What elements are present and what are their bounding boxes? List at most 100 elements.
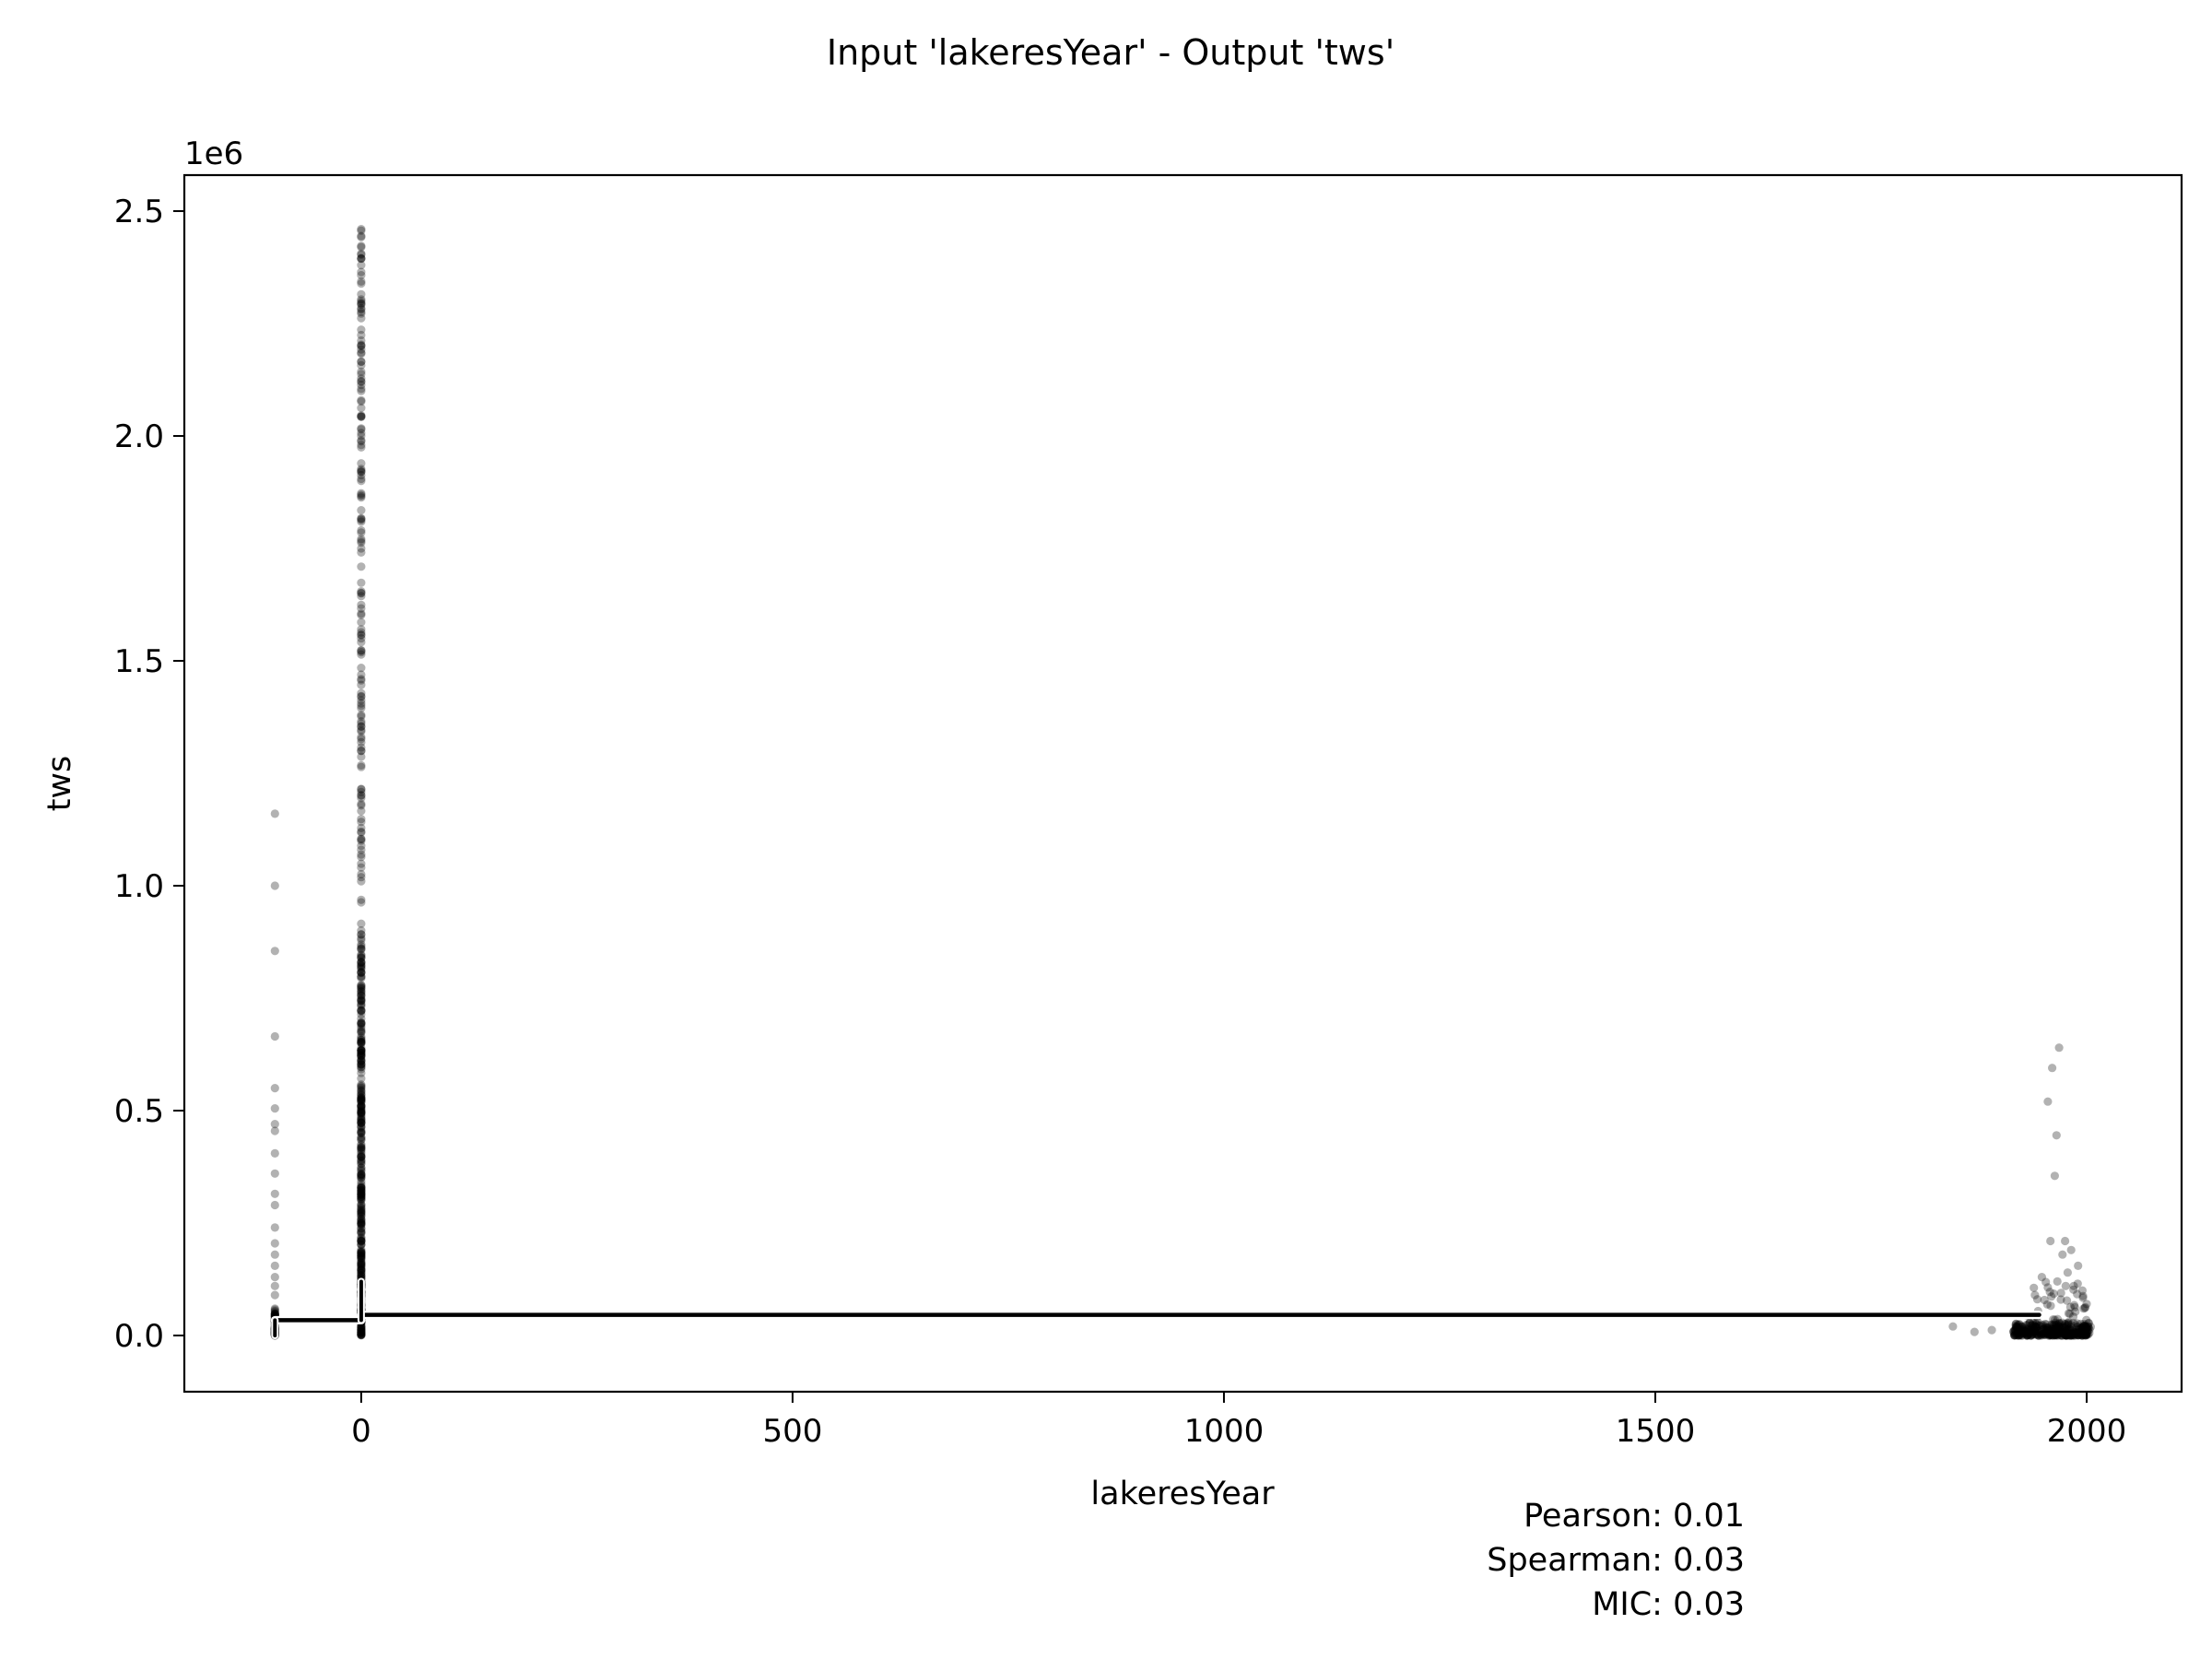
data-point [2045,1288,2054,1297]
data-point [357,1265,366,1275]
data-point [2053,1331,2063,1340]
data-point [2030,1322,2041,1332]
data-point [2081,1324,2090,1334]
data-point [357,968,366,977]
data-point [2016,1326,2025,1335]
data-point [2025,1318,2034,1327]
data-point [2078,1329,2088,1338]
data-point [357,972,366,982]
data-point [2030,1325,2039,1335]
data-point [357,1218,366,1228]
data-point [2062,1330,2071,1339]
data-point [2055,1327,2065,1336]
data-point [357,1157,366,1166]
data-point [357,1111,366,1121]
data-point [357,1331,366,1340]
data-point [357,425,366,434]
data-point [2083,1325,2092,1335]
data-point [357,1048,366,1057]
data-point [2014,1324,2023,1334]
data-point [357,367,366,376]
data-point [2042,1324,2052,1333]
data-point [357,1173,366,1182]
data-point [2080,1331,2089,1340]
data-point [357,1037,366,1046]
data-point [357,289,366,299]
data-point [357,1171,366,1181]
data-point [357,341,366,350]
data-point [357,1260,366,1269]
data-point [357,1324,366,1333]
data-point [357,477,366,486]
data-point [2031,1324,2041,1333]
data-point [357,630,366,640]
data-point [2041,1323,2051,1332]
data-point [357,1236,366,1245]
data-point [357,963,366,972]
data-point [357,397,366,406]
data-point [2061,1324,2070,1334]
data-point [357,1206,366,1215]
data-point [2069,1285,2078,1294]
data-point [357,1171,366,1180]
data-point [2074,1328,2084,1337]
data-point [357,1141,366,1150]
data-point [2052,1330,2061,1339]
data-point [357,429,366,438]
data-point [357,1265,366,1275]
data-point [357,994,366,1004]
data-point [357,1101,366,1111]
data-point [357,1183,366,1193]
data-point [2054,1326,2064,1335]
data-point [2048,1324,2057,1334]
data-point [270,1104,279,1113]
data-point [357,940,366,949]
data-point [2018,1322,2027,1331]
data-point [2065,1331,2075,1340]
data-point [2063,1325,2072,1335]
data-point [2027,1321,2036,1330]
data-point [2041,1328,2050,1337]
data-point [357,1118,366,1127]
data-point [2027,1331,2036,1340]
data-point [357,341,366,350]
data-point [357,712,366,721]
data-point [357,604,366,613]
data-point [357,488,366,498]
data-point [357,467,366,477]
data-point [2062,1331,2071,1340]
data-point [270,1309,279,1318]
data-point [357,969,366,978]
data-point [2030,1327,2039,1336]
data-point [357,544,366,553]
data-point [2016,1326,2025,1335]
data-point [357,873,366,882]
data-point [2019,1329,2030,1338]
data-point [357,1095,366,1105]
data-point [2022,1331,2031,1340]
data-point [357,1173,366,1182]
data-point [2048,1327,2057,1336]
data-point [357,717,366,726]
data-point [357,1159,366,1168]
data-point [2049,1328,2058,1337]
data-point [357,650,366,659]
data-point [357,869,366,879]
data-point [2027,1330,2036,1339]
data-point [357,926,366,935]
data-point [2051,1325,2060,1335]
data-point [357,994,366,1005]
data-point [2066,1328,2076,1338]
data-point [2026,1331,2035,1340]
data-point [357,1194,366,1203]
data-point [357,877,366,886]
data-point [357,973,366,982]
data-point [2077,1324,2086,1333]
data-point [2033,1330,2042,1339]
data-point [2067,1331,2077,1340]
data-point [357,465,366,474]
data-point [2077,1319,2086,1328]
data-point [357,853,366,862]
data-point [2047,1292,2056,1301]
